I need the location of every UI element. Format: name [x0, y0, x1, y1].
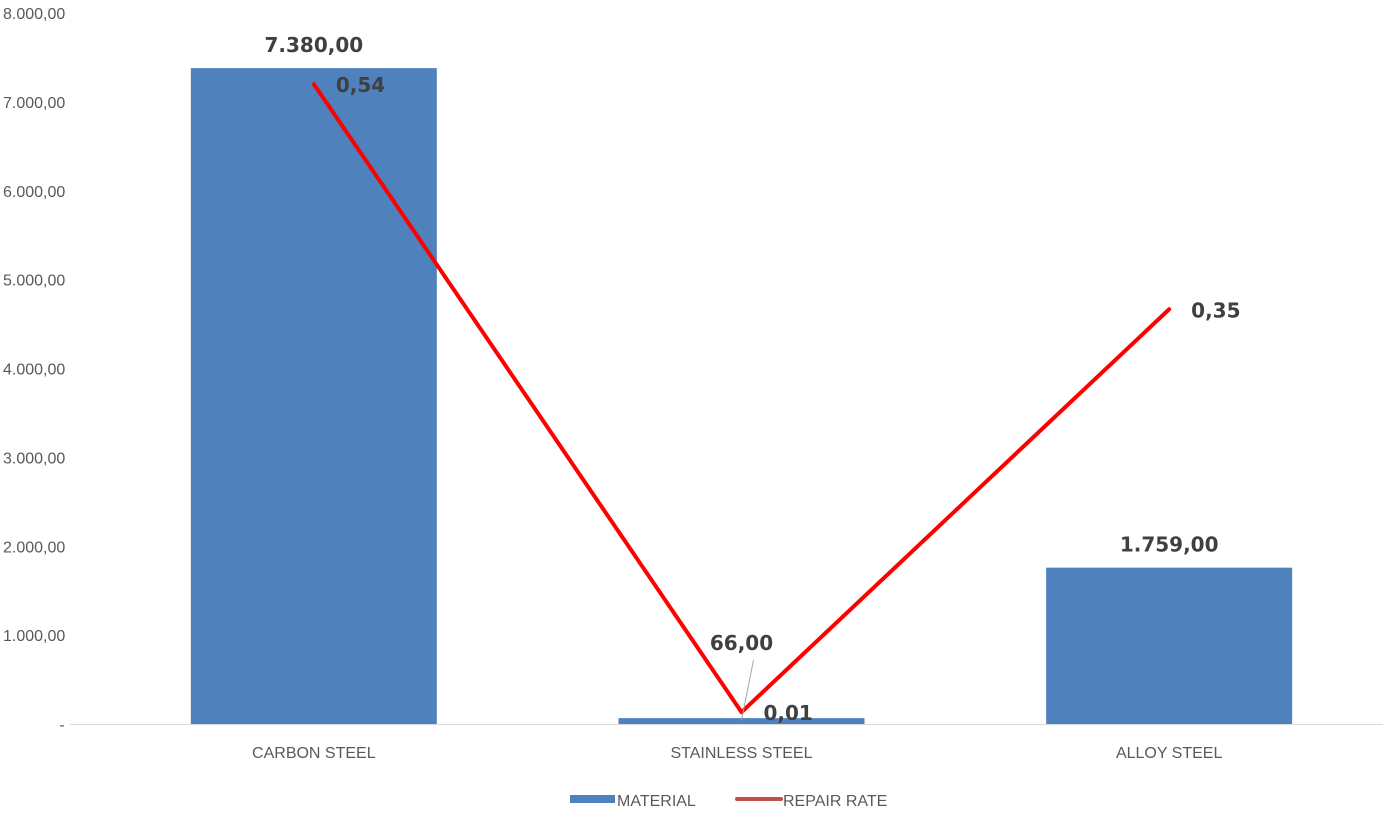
- y-tick-label: -: [59, 717, 64, 734]
- bar-data-labels: 7.380,00 66,00 1.759,00: [264, 33, 1219, 721]
- bar-stainless-steel: [618, 718, 865, 724]
- line-value-label: 0,01: [764, 701, 813, 725]
- repair-rate-line: [311, 82, 1172, 715]
- y-tick-label: 3.000,00: [3, 450, 65, 467]
- y-tick-label: 2.000,00: [3, 539, 65, 556]
- y-tick-label: 7.000,00: [3, 95, 65, 112]
- line-data-labels: 0,54 0,01 0,35: [336, 73, 1241, 725]
- line-value-label: 0,54: [336, 73, 385, 97]
- legend-swatch-material: [570, 795, 615, 803]
- bar-series-material: [190, 68, 1293, 725]
- bar-value-label: 1.759,00: [1120, 533, 1219, 557]
- bar-alloy-steel: [1046, 567, 1293, 724]
- x-axis-categories: CARBON STEEL STAINLESS STEEL ALLOY STEEL: [252, 745, 1222, 762]
- bar-value-label: 66,00: [710, 631, 773, 655]
- x-category-label: CARBON STEEL: [252, 745, 376, 762]
- bar-carbon-steel: [190, 68, 437, 725]
- x-category-label: ALLOY STEEL: [1116, 745, 1223, 762]
- y-tick-label: 8.000,00: [3, 6, 65, 23]
- legend: MATERIAL REPAIR RATE: [570, 793, 887, 810]
- legend-label-repair-rate: REPAIR RATE: [783, 793, 887, 810]
- y-tick-label: 4.000,00: [3, 362, 65, 379]
- y-tick-label: 6.000,00: [3, 184, 65, 201]
- x-category-label: STAINLESS STEEL: [671, 745, 813, 762]
- line-series-repair-rate: [311, 82, 1172, 715]
- legend-label-material: MATERIAL: [617, 793, 696, 810]
- line-value-label: 0,35: [1191, 298, 1240, 322]
- y-axis-ticks: - 1.000,00 2.000,00 3.000,00 4.000,00 5.000,0…: [3, 6, 65, 734]
- y-tick-label: 1.000,00: [3, 628, 65, 645]
- y-tick-label: 5.000,00: [3, 273, 65, 290]
- bar-label-leader: [741, 659, 754, 721]
- bar-value-label: 7.380,00: [264, 33, 363, 57]
